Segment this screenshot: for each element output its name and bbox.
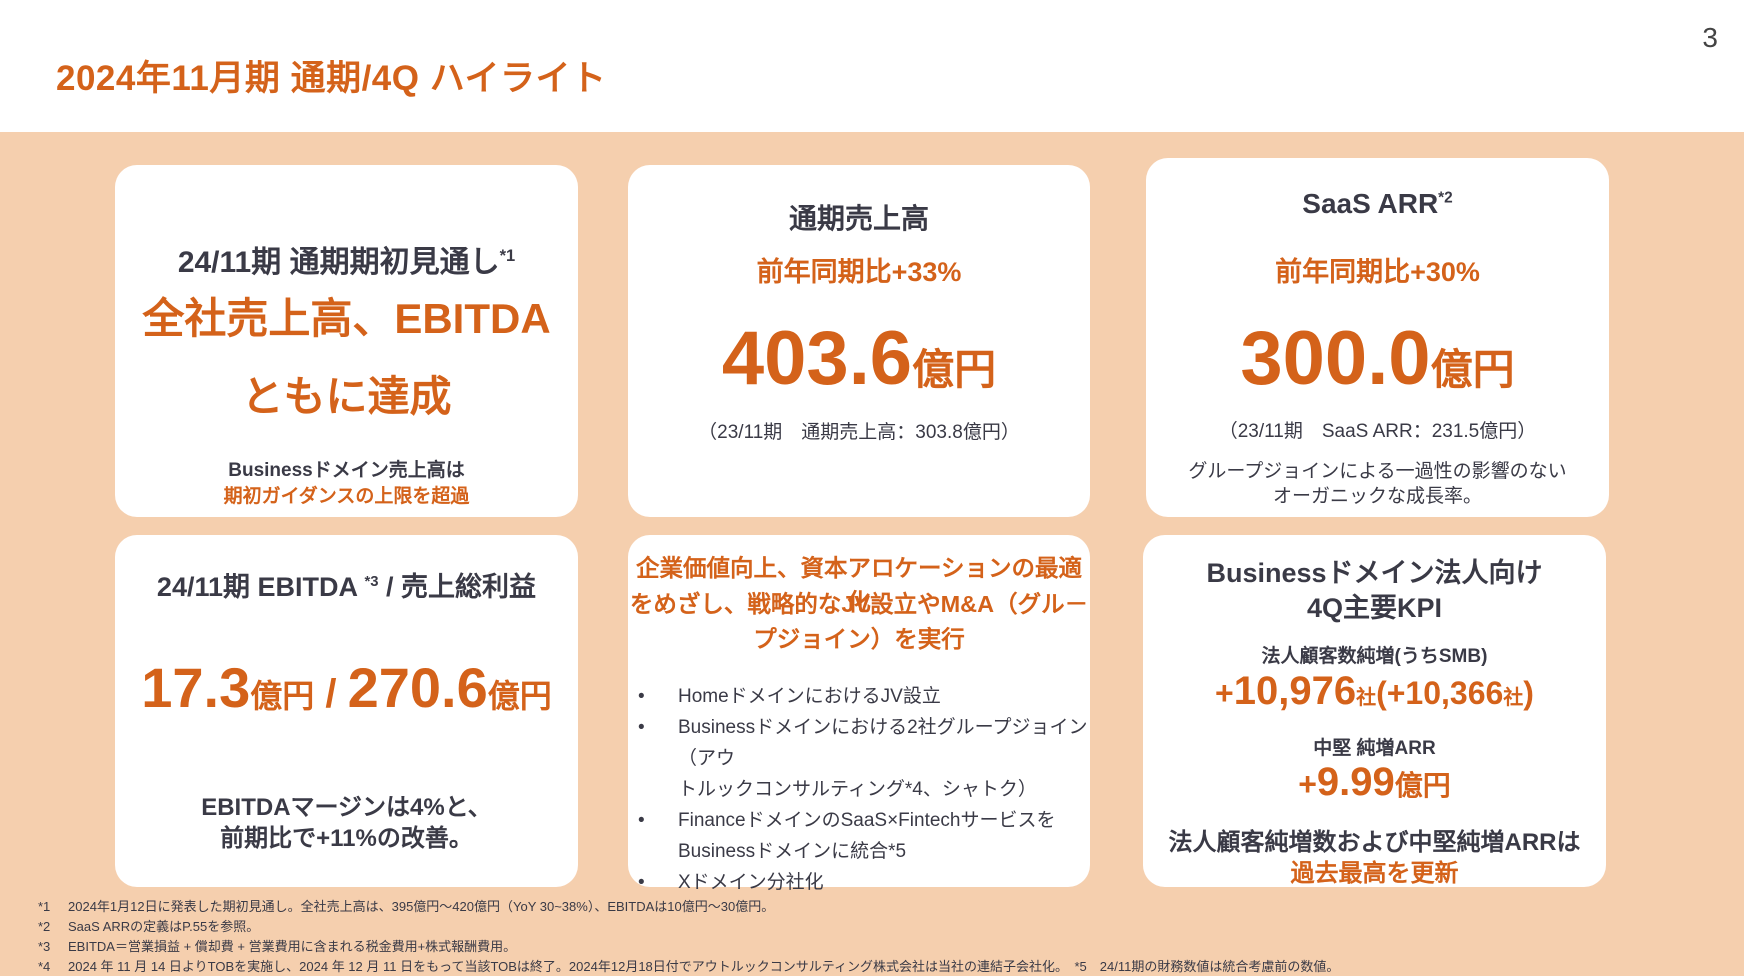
gross-profit-unit: 億円 [487, 678, 552, 714]
footnote-text: 2024年1月12日に発表した期初見通し。全社売上高は、395億円～420億円（… [68, 899, 775, 914]
guidance-heading: 24/11期 通期期初見通し*1 [115, 237, 578, 281]
ebitda-title: 24/11期 EBITDA *3 / 売上総利益 [115, 565, 578, 604]
slide-title: 2024年11月期 通期/4Q ハイライト [56, 59, 607, 98]
list-item: • HomeドメインにおけるJV設立 [628, 681, 1090, 712]
bullet-dot: • [638, 686, 645, 707]
ebitda-unit: 億円 [250, 678, 315, 714]
strategy-bullet-list: • HomeドメインにおけるJV設立 • Businessドメインにおける2社グ… [628, 681, 1090, 898]
saas-arr-prior-year: （23/11期 SaaS ARR：231.5億円） [1218, 421, 1537, 442]
plus-sign: + [1298, 766, 1317, 802]
bullet-text: Xドメイン分社化 [678, 872, 824, 893]
saas-arr-growth: 前年同期比+30% [1275, 257, 1480, 287]
saas-arr-card: SaaS ARR*2 前年同期比+30% 300.0億円 （23/11期 Saa… [1146, 158, 1609, 517]
revenue-number: 403.6 [721, 316, 913, 401]
revenue-value: 403.6億円 [628, 315, 1090, 402]
saas-arr-unit: 億円 [1430, 346, 1515, 393]
saas-arr-note-1: グループジョインによる一過性の影響のない [1188, 461, 1567, 482]
ebitda-note-2: 前期比で+11%の改善。 [220, 825, 473, 852]
smb-number: 10,366 [1405, 675, 1504, 711]
footnote-text: 2024 年 11 月 14 日よりTOBを実施し、2024 年 12 月 11… [68, 959, 1340, 974]
bullet-dot: • [638, 810, 645, 831]
footnote-mark: *4 [38, 959, 51, 974]
saas-arr-note-2: オーガニックな成長率。 [1272, 486, 1482, 507]
saas-arr-title-text: SaaS ARR [1302, 188, 1439, 219]
kpi-label-customers: 法人顧客数純増(うちSMB) [1261, 646, 1488, 667]
revenue-unit: 億円 [912, 346, 997, 393]
bullet-text: FinanceドメインのSaaS×Fintechサービスを [678, 810, 1056, 831]
revenue-title: 通期売上高 [788, 203, 929, 234]
customers-number: 10,976 [1233, 669, 1357, 713]
bullet-dot: • [638, 872, 645, 893]
ebitda-title-pre: 24/11期 EBITDA [156, 572, 365, 602]
ebitda-values: 17.3億円 / 270.6億円 [115, 655, 578, 720]
values-separator: / [325, 672, 348, 716]
ebitda-note-1: EBITDAマージンは4%と、 [201, 794, 492, 821]
guidance-note-2: 期初ガイダンスの上限を超過 [223, 486, 470, 507]
bullet-dot: • [638, 717, 645, 738]
footnote-mark: *2 [1438, 189, 1453, 207]
smb-close: ) [1523, 675, 1534, 711]
guidance-headline-1: 全社売上高、EBITDA [142, 295, 551, 342]
kpi-title-2: 4Q主要KPI [1306, 593, 1443, 623]
list-item: • Businessドメインにおける2社グループジョイン（アウ トルックコンサル… [628, 712, 1090, 805]
customers-unit: 社 [1356, 687, 1377, 709]
footnote-4: *4 2024 年 11 月 14 日よりTOBを実施し、2024 年 12 月 … [38, 956, 1339, 975]
kpi-value-customers: +10,976社(+10,366社) [1143, 669, 1606, 714]
smb-unit: 社 [1503, 687, 1524, 709]
footnote-3: *3 EBITDA＝営業損益 + 償却費 + 営業費用に含まれる税金費用+株式報酬… [38, 936, 516, 955]
guidance-note-1: Businessドメイン売上高は [228, 460, 465, 481]
footnote-2: *2 SaaS ARRの定義はP.55を参照。 [38, 916, 259, 935]
footnote-mark: *3 [38, 939, 51, 954]
list-item: • FinanceドメインのSaaS×Fintechサービスを Business… [628, 805, 1090, 867]
footnote-mark: *1 [499, 247, 516, 265]
revenue-card: 通期売上高 前年同期比+33% 403.6億円 （23/11期 通期売上高：30… [628, 165, 1090, 517]
plus-sign: + [1215, 675, 1234, 711]
gross-profit-number: 270.6 [347, 656, 488, 719]
revenue-prior-year: （23/11期 通期売上高：303.8億円） [698, 422, 1020, 443]
revenue-growth: 前年同期比+33% [756, 257, 962, 287]
kpi-note-1: 法人顧客純増数および中堅純増ARRは [1168, 829, 1581, 856]
ebitda-card: 24/11期 EBITDA *3 / 売上総利益 17.3億円 / 270.6億… [115, 535, 578, 887]
bullet-text-continued: Businessドメインに統合*5 [678, 841, 907, 862]
ebitda-title-post: / 売上総利益 [378, 572, 537, 602]
smb-open: (+ [1376, 675, 1406, 711]
guidance-headline-2: ともに達成 [241, 373, 452, 420]
footnote-mark: *1 [38, 899, 51, 914]
kpi-value-arr: +9.99億円 [1143, 760, 1606, 805]
strategy-heading-3: プジョイン）を実行 [753, 626, 965, 652]
kpi-note-2: 過去最高を更新 [1290, 860, 1459, 887]
list-item: • Xドメイン分社化 [628, 867, 1090, 898]
kpi-card: Businessドメイン法人向け 4Q主要KPI 法人顧客数純増(うちSMB) … [1143, 535, 1606, 887]
footnote-mark: *2 [38, 919, 51, 934]
saas-arr-value: 300.0億円 [1146, 315, 1609, 402]
guidance-card: 24/11期 通期期初見通し*1 全社売上高、EBITDA ともに達成 Busi… [115, 165, 578, 517]
saas-arr-number: 300.0 [1240, 316, 1431, 401]
strategy-heading-1: 企業価値向上、資本アロケーションの最適化 [635, 555, 1083, 615]
footnote-mark: *3 [364, 574, 379, 590]
strategy-heading-2: をめざし、戦略的なJV設立やM&A（グル－ [629, 591, 1089, 617]
arr-unit: 億円 [1394, 770, 1451, 801]
footnote-text: EBITDA＝営業損益 + 償却費 + 営業費用に含まれる税金費用+株式報酬費用… [68, 939, 517, 954]
kpi-title-1: Businessドメイン法人向け [1206, 558, 1543, 588]
strategy-card: 企業価値向上、資本アロケーションの最適化 をめざし、戦略的なJV設立やM&A（グ… [628, 535, 1090, 893]
guidance-heading-text: 24/11期 通期期初見通し [177, 246, 500, 279]
saas-arr-title: SaaS ARR*2 [1146, 188, 1609, 220]
arr-number: 9.99 [1316, 760, 1395, 804]
footnote-1: *1 2024年1月12日に発表した期初見通し。全社売上高は、395億円～420億… [38, 896, 774, 915]
page-number: 3 [1702, 22, 1718, 53]
ebitda-number: 17.3 [141, 656, 251, 719]
bullet-text-continued: トルックコンサルティング*4、シャトク） [678, 779, 1037, 800]
bullet-text: Businessドメインにおける2社グループジョイン（アウ [678, 717, 1088, 769]
bullet-text: HomeドメインにおけるJV設立 [678, 686, 941, 707]
kpi-label-arr: 中堅 純増ARR [1313, 738, 1436, 759]
footnote-text: SaaS ARRの定義はP.55を参照。 [68, 919, 260, 934]
